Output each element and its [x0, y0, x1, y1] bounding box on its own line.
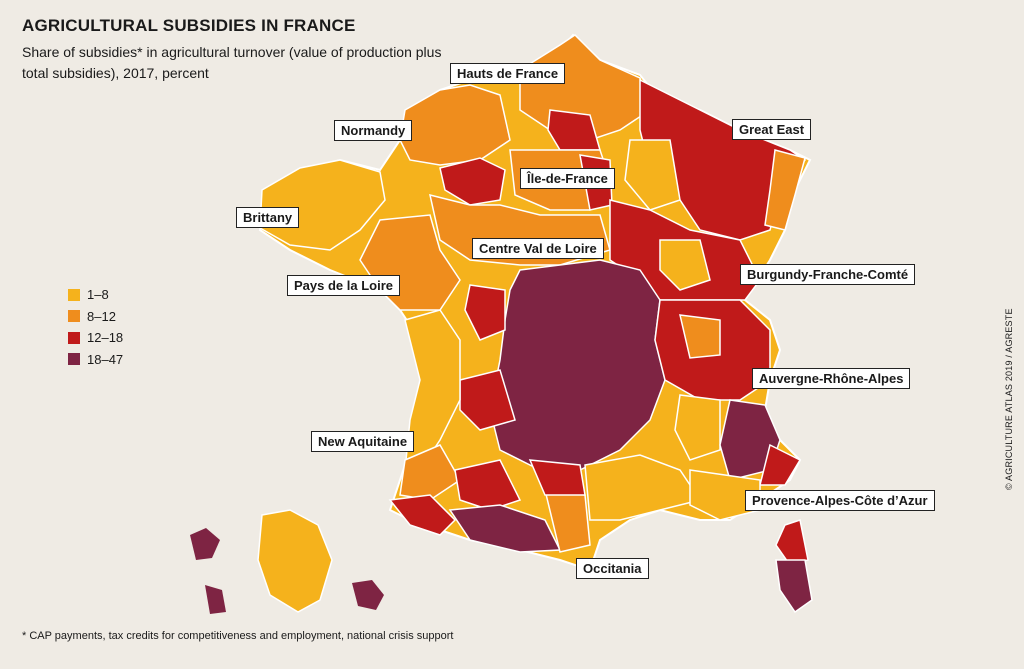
legend-swatch	[68, 310, 80, 323]
dept-cote-dor	[659, 239, 711, 291]
dept-central-massif	[489, 259, 666, 471]
dept-normandy	[399, 84, 511, 166]
legend-swatch	[68, 331, 80, 344]
dept-landes	[399, 444, 461, 501]
label-normandy: Normandy	[334, 120, 413, 141]
dept-alsace	[764, 149, 806, 231]
dept-drome	[674, 394, 721, 461]
corsica-north	[775, 519, 809, 566]
martinique	[205, 585, 226, 614]
legend-item: 8–12	[68, 306, 123, 328]
dept-dordogne	[459, 369, 516, 431]
dept-eure	[439, 157, 506, 206]
legend-label: 18–47	[87, 351, 124, 367]
dept-tarn	[528, 459, 586, 496]
map-subtitle: Share of subsidies* in agricultural turn…	[22, 44, 442, 81]
french-guiana	[257, 509, 333, 613]
label-brittany: Brittany	[236, 207, 300, 228]
legend-item: 1–8	[68, 284, 123, 306]
label-occitania: Occitania	[576, 558, 649, 579]
label-centre-val-de-loire: Centre Val de Loire	[472, 238, 604, 259]
dept-marne	[624, 139, 681, 211]
dept-herault	[584, 454, 702, 521]
credit: © AGRICULTURE ATLAS 2019 / AGRESTE	[1004, 308, 1014, 490]
dept-var	[689, 469, 761, 521]
label-provence: Provence-Alpes-Côte d’Azur	[745, 490, 935, 511]
guadeloupe	[190, 528, 220, 560]
label-new-aquitaine: New Aquitaine	[311, 431, 415, 452]
legend-item: 18–47	[68, 349, 123, 371]
dept-alpes-maritimes	[759, 443, 802, 486]
dept-vienne	[464, 284, 506, 341]
corsica-south	[775, 559, 813, 614]
legend: 1–8 8–12 12–18 18–47	[68, 284, 123, 370]
map-title: AGRICULTURAL SUBSIDIES IN FRANCE	[22, 16, 356, 35]
label-great-east: Great East	[732, 119, 812, 140]
legend-swatch	[68, 353, 80, 366]
label-ile-de-france: Île-de-France	[520, 168, 615, 189]
legend-item: 12–18	[68, 327, 123, 349]
dept-gers	[454, 459, 522, 511]
legend-label: 12–18	[87, 330, 124, 346]
reunion	[352, 580, 384, 610]
dept-ain	[679, 314, 721, 359]
label-auvergne: Auvergne-Rhône-Alpes	[752, 368, 911, 389]
dept-pyrenees-atl	[388, 494, 457, 536]
legend-label: 8–12	[87, 308, 116, 324]
footnote: * CAP payments, tax credits for competit…	[22, 630, 454, 642]
label-pays-de-la-loire: Pays de la Loire	[287, 275, 400, 296]
label-hauts-de-france: Hauts de France	[450, 63, 566, 84]
legend-label: 1–8	[87, 287, 109, 303]
legend-swatch	[68, 288, 80, 301]
label-burgundy: Burgundy-Franche-Comté	[740, 264, 916, 285]
